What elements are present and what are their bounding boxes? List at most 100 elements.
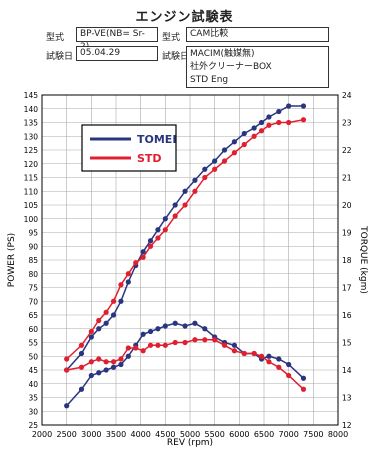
- x-axis-label: REV (rpm): [167, 438, 213, 448]
- data-point-tomei-torque: [266, 353, 272, 359]
- data-point-tomei-torque: [231, 342, 237, 348]
- x-tick-label: 3500: [106, 430, 126, 439]
- data-point-tomei-power: [103, 320, 109, 326]
- data-point-tomei-power: [286, 103, 292, 109]
- series-tomei-power: [64, 103, 307, 373]
- data-point-std-power: [266, 122, 272, 128]
- data-point-tomei-torque: [192, 320, 198, 326]
- y2-axis-label: TORQUE (kgm): [358, 225, 368, 294]
- y-tick-label: 75: [28, 284, 38, 293]
- data-point-tomei-power: [192, 177, 198, 183]
- data-point-tomei-power: [147, 238, 154, 244]
- y-tick-label: 45: [28, 366, 38, 375]
- data-point-tomei-power: [221, 147, 228, 153]
- type-value: CAM比較: [186, 27, 329, 42]
- data-point-tomei-torque: [96, 370, 102, 376]
- model-label: 型式: [46, 33, 65, 43]
- y-tick-label: 55: [28, 339, 38, 348]
- y2-tick-label: 16: [342, 311, 352, 320]
- condition-box: MACIM(触媒無) 社外クリーナーBOX STD Eng: [186, 46, 329, 88]
- data-point-std-torque: [133, 345, 139, 351]
- y-tick-labels: 25 30 35 40 45 50 55 60 65 70 75 80 85 90 95 100 105 110 1…: [24, 91, 39, 430]
- x-tick-label: 8000: [328, 430, 348, 439]
- data-point-std-torque: [64, 367, 70, 373]
- data-point-tomei-power: [96, 326, 102, 332]
- y2-tick-label: 24: [342, 91, 352, 100]
- data-point-tomei-torque: [118, 361, 124, 368]
- data-point-std-power: [140, 254, 146, 260]
- data-point-tomei-power: [266, 114, 272, 120]
- data-point-tomei-power: [258, 119, 265, 126]
- y-tick-label: 70: [28, 297, 38, 306]
- data-point-tomei-torque: [162, 323, 168, 329]
- data-point-std-power: [202, 174, 208, 181]
- y2-tick-label: 17: [342, 284, 352, 293]
- data-point-tomei-power: [241, 130, 247, 137]
- data-point-std-torque: [172, 339, 178, 346]
- x-tick-label: 4500: [155, 430, 175, 439]
- x-tick-label: 6500: [254, 430, 274, 439]
- data-point-std-power: [155, 235, 161, 241]
- data-point-std-torque: [182, 339, 188, 346]
- y2-tick-label: 23: [342, 119, 352, 128]
- y2-tick-label: 13: [342, 394, 352, 403]
- data-point-tomei-power: [231, 139, 237, 145]
- y-tick-label: 35: [28, 394, 38, 403]
- data-point-tomei-torque: [202, 326, 208, 332]
- data-point-std-torque: [286, 372, 292, 379]
- x-tick-label: 4000: [130, 430, 150, 439]
- x-tick-label: 5000: [180, 430, 200, 439]
- data-point-std-power: [147, 243, 154, 249]
- data-point-std-torque: [96, 356, 102, 362]
- series-line-tomei-torque: [66, 322, 305, 407]
- data-point-tomei-torque: [155, 326, 161, 332]
- data-point-std-power: [64, 356, 70, 362]
- data-point-std-power: [182, 202, 188, 208]
- plot-frame: [41, 94, 339, 426]
- data-point-tomei-torque: [103, 367, 109, 373]
- data-point-tomei-torque: [182, 323, 188, 329]
- data-point-std-power: [172, 213, 178, 219]
- y-tick-label: 100: [24, 215, 39, 224]
- y-tick-label: 135: [24, 119, 39, 128]
- y-tick-label: 80: [28, 270, 38, 279]
- y2-tick-label: 22: [342, 146, 352, 155]
- y2-tick-label: 21: [342, 174, 352, 183]
- data-point-tomei-torque: [110, 364, 117, 370]
- data-point-tomei-power: [172, 202, 178, 208]
- y-tick-label: 115: [24, 174, 39, 183]
- condition-line-3: STD Eng: [190, 75, 229, 85]
- chart-series: [64, 103, 307, 409]
- data-point-tomei-torque: [172, 320, 178, 326]
- data-point-std-torque: [241, 350, 247, 357]
- data-point-tomei-power: [125, 279, 131, 285]
- x-tick-label: 3000: [81, 430, 101, 439]
- data-point-std-torque: [110, 359, 117, 365]
- data-point-tomei-power: [212, 158, 218, 164]
- data-point-std-power: [221, 158, 228, 164]
- condition-line-1: MACIM(触媒無): [190, 49, 255, 59]
- data-point-std-torque: [258, 353, 265, 359]
- y2-tick-label: 15: [342, 339, 352, 348]
- data-point-std-power: [276, 119, 282, 126]
- legend: TOMEI STD: [81, 124, 177, 172]
- data-point-std-torque: [266, 359, 272, 365]
- y-tick-label: 140: [24, 105, 39, 114]
- data-point-std-torque: [221, 342, 228, 348]
- data-point-tomei-torque: [147, 328, 154, 335]
- data-point-std-power: [231, 150, 237, 156]
- data-point-std-torque: [202, 337, 208, 343]
- data-point-std-power: [162, 227, 168, 233]
- data-point-tomei-power: [162, 216, 168, 222]
- legend-label-std: STD: [137, 152, 162, 165]
- data-point-std-power: [125, 271, 131, 277]
- y-tick-label: 110: [24, 187, 39, 196]
- y2-tick-labels: 12 13 14 15 16 17 18 19 20 21 22 23 24: [342, 91, 352, 430]
- y-tick-label: 130: [24, 132, 39, 141]
- y2-tick-label: 20: [342, 201, 352, 210]
- data-point-std-torque: [300, 386, 307, 392]
- data-point-tomei-torque: [88, 372, 94, 379]
- date-label: 試験日: [46, 52, 74, 62]
- data-point-tomei-torque: [64, 403, 70, 409]
